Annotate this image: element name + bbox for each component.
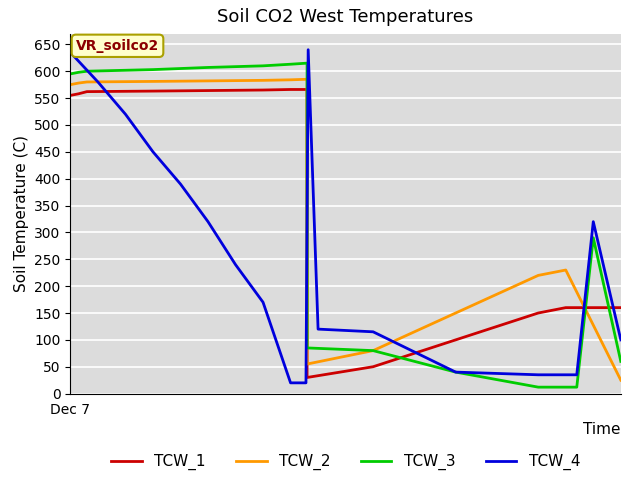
Text: Time: Time — [583, 422, 621, 437]
Title: Soil CO2 West Temperatures: Soil CO2 West Temperatures — [218, 9, 474, 26]
Text: VR_soilco2: VR_soilco2 — [76, 39, 159, 53]
Legend: TCW_1, TCW_2, TCW_3, TCW_4: TCW_1, TCW_2, TCW_3, TCW_4 — [105, 448, 586, 477]
Y-axis label: Soil Temperature (C): Soil Temperature (C) — [13, 135, 29, 292]
